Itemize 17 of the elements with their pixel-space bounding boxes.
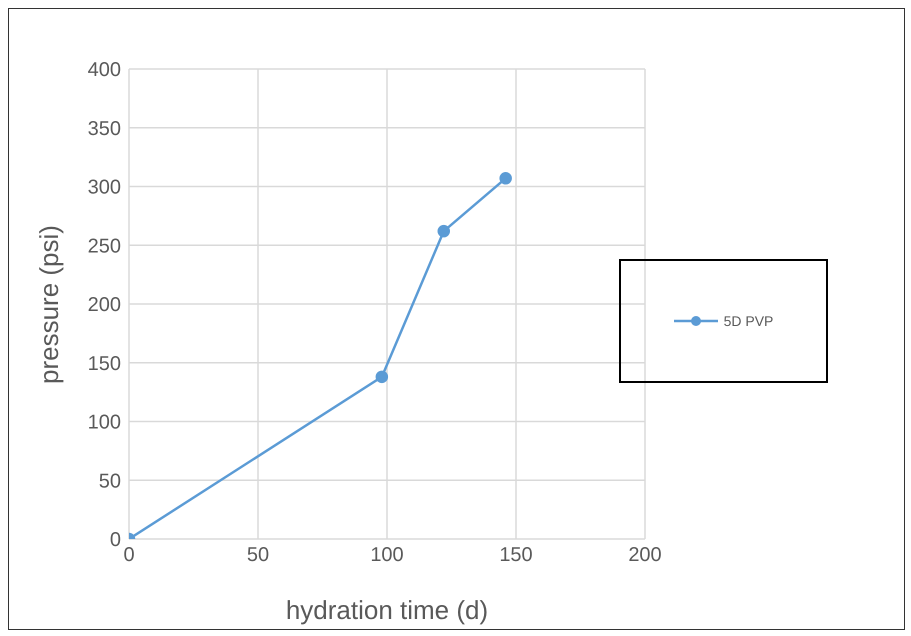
y-tick-label: 0 [110,529,121,552]
y-tick-label: 300 [88,176,121,199]
y-tick-label: 200 [88,294,121,316]
x-tick-label: 0 [123,544,135,566]
y-tick-label: 250 [88,235,121,258]
y-tick-label: 150 [88,352,121,375]
y-tick-label: 100 [88,412,121,434]
x-tick-label: 200 [628,544,662,566]
y-tick-label: 50 [98,470,121,492]
x-tick-label: 100 [370,544,404,566]
y-tick-label: 400 [88,59,121,82]
legend-label: 5D PVP [724,313,774,329]
x-axis-title: hydration time (d) [286,595,488,625]
y-axis-title: pressure (psi) [34,225,64,384]
x-tick-label: 50 [246,544,270,566]
y-tick-label: 350 [88,118,121,140]
x-tick-label: 150 [499,544,533,566]
